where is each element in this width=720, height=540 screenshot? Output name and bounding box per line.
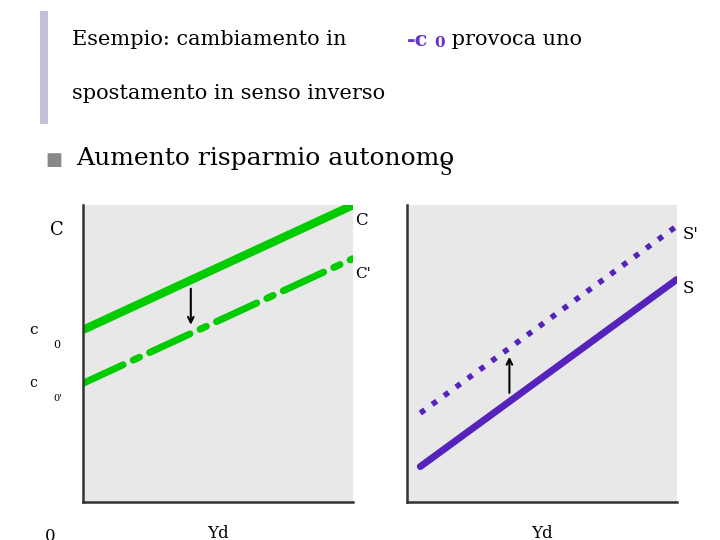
Text: 0: 0: [45, 528, 55, 540]
Text: Aumento risparmio autonomo: Aumento risparmio autonomo: [76, 147, 454, 170]
Text: 0: 0: [434, 36, 445, 50]
Text: S': S': [682, 226, 698, 244]
Text: c: c: [29, 323, 37, 337]
Text: C': C': [356, 267, 372, 280]
Text: C: C: [356, 212, 368, 228]
Text: S: S: [439, 161, 451, 179]
Text: provoca uno: provoca uno: [445, 30, 582, 49]
Text: S: S: [682, 280, 693, 297]
FancyBboxPatch shape: [40, 11, 48, 124]
Text: C: C: [50, 221, 64, 239]
Text: Esempio: cambiamento in: Esempio: cambiamento in: [72, 30, 353, 49]
Text: Yd: Yd: [207, 525, 229, 540]
Text: c: c: [29, 376, 37, 390]
Text: ■: ■: [46, 151, 63, 169]
Text: -c: -c: [407, 30, 428, 50]
Text: 0': 0': [53, 394, 62, 403]
Text: Yd: Yd: [531, 525, 553, 540]
Text: spostamento in senso inverso: spostamento in senso inverso: [72, 84, 385, 103]
Text: 0: 0: [53, 340, 60, 350]
